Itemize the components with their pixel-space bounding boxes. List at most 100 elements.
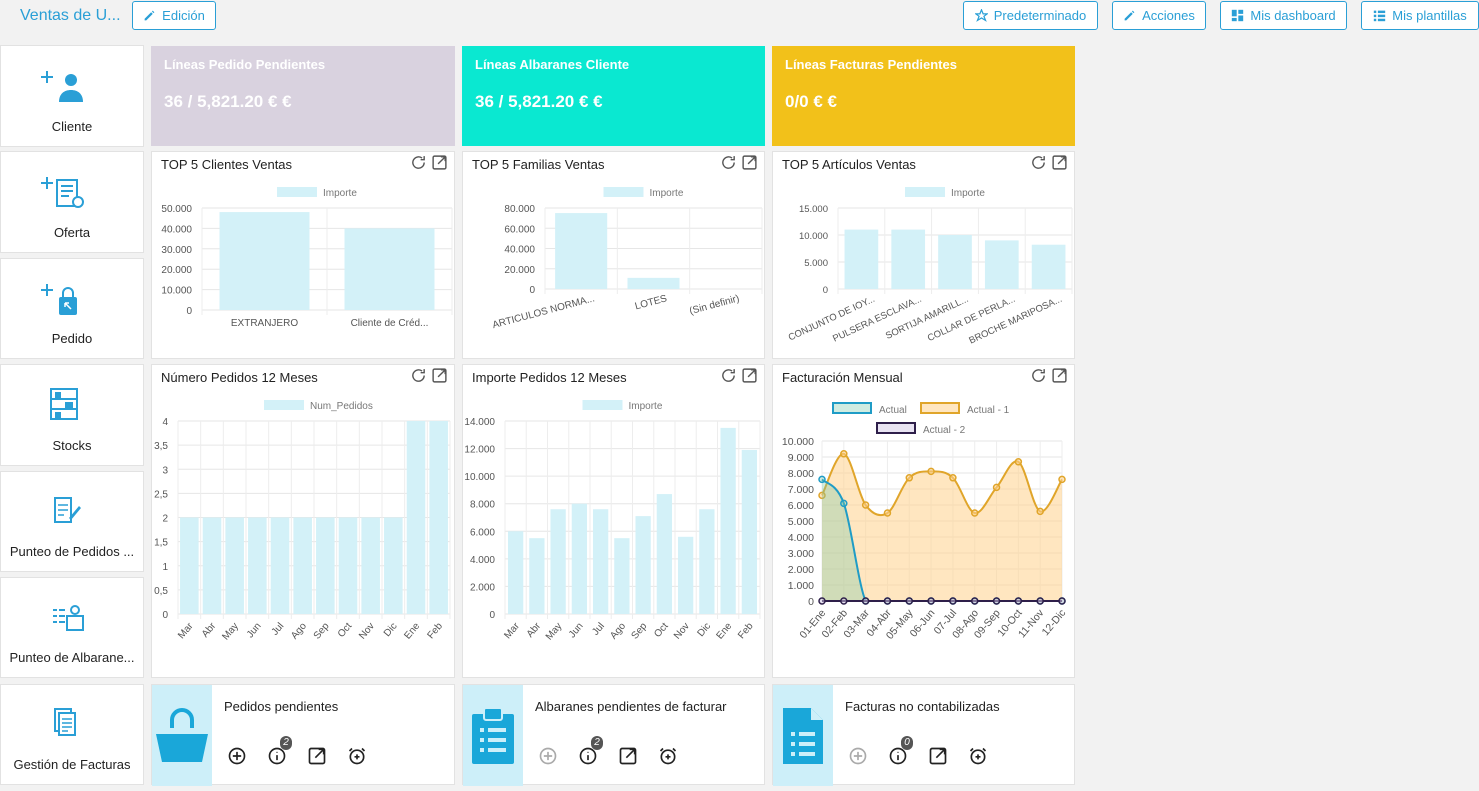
y-tick-label: 0 (186, 306, 192, 317)
tile-oferta[interactable]: Oferta (0, 151, 144, 253)
tile-punteo-albaranes[interactable]: Punteo de Albarane... (0, 577, 144, 678)
kpi-lineas-facturas[interactable]: Líneas Facturas Pendientes 0/0 € € (772, 46, 1075, 146)
my-dashboard-button[interactable]: Mis dashboard (1220, 1, 1347, 30)
refresh-icon[interactable] (1030, 154, 1047, 171)
y-tick-label: 3,5 (154, 441, 168, 452)
add-button[interactable] (538, 746, 558, 766)
chart-title: Número Pedidos 12 Meses (161, 370, 318, 385)
alarm-clock-icon (348, 747, 366, 765)
y-tick-label: 4.000 (470, 555, 495, 566)
legend-swatch (905, 187, 945, 197)
x-tick-label: Oct (336, 621, 355, 640)
open-external-icon[interactable] (431, 154, 448, 171)
bar (741, 449, 758, 614)
tile-punteo-pedidos[interactable]: Punteo de Pedidos ... (0, 471, 144, 572)
series-area (822, 479, 1062, 601)
add-button[interactable] (227, 746, 247, 766)
data-point (1014, 597, 1023, 605)
count-badge: 2 (591, 736, 603, 750)
data-point (1014, 458, 1023, 466)
default-button[interactable]: Predeterminado (963, 1, 1098, 30)
legend-swatch (920, 402, 960, 414)
data-point (949, 597, 957, 605)
y-tick-label: 1,5 (154, 538, 168, 549)
card-albaranes-pendientes[interactable]: Albaranes pendientes de facturar 2 (462, 684, 765, 786)
x-tick-label: Nov (672, 621, 692, 642)
x-tick-label: Abr (525, 620, 544, 640)
card-pedidos-pendientes[interactable]: Pedidos pendientes 2 (151, 684, 455, 786)
legend-swatch (876, 422, 916, 434)
tile-gestion-facturas[interactable]: Gestión de Facturas (0, 684, 144, 785)
y-tick-label: 1.000 (788, 580, 814, 592)
delivery-checklist-icon (53, 605, 84, 631)
bar (248, 517, 267, 614)
legend-label: Importe (629, 401, 663, 412)
open-external-icon[interactable] (741, 154, 758, 171)
y-tick-label: 0 (162, 610, 168, 621)
open-external-icon[interactable] (431, 367, 448, 384)
bar (406, 421, 426, 614)
dashboard-title[interactable]: Ventas de U... (20, 7, 121, 24)
kpi-lineas-pedido[interactable]: Líneas Pedido Pendientes 36 / 5,821.20 €… (151, 46, 455, 146)
open-button[interactable] (307, 746, 327, 766)
data-point (949, 474, 957, 482)
x-tick-label: Mar (176, 620, 196, 641)
x-tick-label: 12-Dic (1040, 607, 1069, 638)
chart-card-clientes: TOP 5 Clientes Ventas Importe 0 10.000 20.0… (151, 151, 455, 359)
chart-title: TOP 5 Clientes Ventas (161, 157, 293, 172)
my-templates-button[interactable]: Mis plantillas (1361, 1, 1479, 30)
kpi-lineas-albaranes[interactable]: Líneas Albaranes Cliente 36 / 5,821.20 €… (462, 46, 765, 146)
info-button[interactable]: 2 (267, 736, 292, 766)
card-title: Facturas no contabilizadas (845, 699, 1000, 714)
refresh-icon[interactable] (1030, 367, 1047, 384)
bar (592, 509, 609, 614)
tile-label: Gestión de Facturas (13, 757, 131, 772)
legend-swatch (582, 400, 623, 410)
bar (384, 517, 403, 614)
x-tick-label: May (544, 621, 565, 643)
order-checklist-icon (54, 497, 81, 523)
refresh-icon[interactable] (410, 367, 427, 384)
chart-title: Facturación Mensual (782, 370, 903, 385)
tile-label: Punteo de Pedidos ... (9, 544, 135, 559)
open-external-icon[interactable] (1051, 367, 1068, 384)
y-tick-label: 8.000 (788, 468, 814, 480)
alarm-button[interactable] (968, 746, 988, 766)
open-external-icon[interactable] (1051, 154, 1068, 171)
edit-button[interactable]: Edición (132, 1, 216, 30)
actions-button[interactable]: Acciones (1112, 1, 1206, 30)
refresh-icon[interactable] (720, 154, 737, 171)
open-external-icon (619, 747, 637, 765)
data-point (905, 597, 914, 605)
data-point (927, 467, 935, 476)
tile-stocks[interactable]: Stocks (0, 364, 144, 466)
open-external-icon[interactable] (741, 367, 758, 384)
open-button[interactable] (618, 746, 638, 766)
x-tick-label: ARTICULOS NORMA... (491, 293, 596, 331)
x-tick-label: Ago (289, 621, 309, 642)
add-button[interactable] (848, 746, 868, 766)
count-badge: 2 (280, 736, 292, 750)
alarm-button[interactable] (658, 746, 678, 766)
info-button[interactable]: 2 (578, 736, 603, 766)
info-icon (889, 747, 907, 765)
info-button[interactable]: 0 (888, 736, 913, 766)
card-facturas-no-contabilizadas[interactable]: Facturas no contabilizadas 0 (772, 684, 1075, 786)
bar (293, 517, 312, 614)
y-tick-label: 12.000 (464, 445, 495, 456)
x-tick-label: LOTES (634, 293, 669, 312)
info-icon (268, 747, 286, 765)
y-tick-label: 50.000 (161, 204, 192, 215)
plus-circle-icon (539, 747, 557, 765)
tile-cliente[interactable]: Cliente (0, 45, 144, 147)
tile-pedido[interactable]: Pedido (0, 258, 144, 359)
top-bar: Ventas de U... Edición Predeterminado Ac… (0, 0, 1479, 34)
refresh-icon[interactable] (720, 367, 737, 384)
refresh-icon[interactable] (410, 154, 427, 171)
tile-label: Stocks (52, 438, 92, 453)
y-tick-label: 40.000 (161, 224, 192, 235)
open-button[interactable] (928, 746, 948, 766)
chart-card-num-pedidos: Número Pedidos 12 Meses Num_Pedidos 0 0,5 1… (151, 364, 455, 678)
kpi-value: 36 / 5,821.20 € € (164, 92, 292, 111)
alarm-button[interactable] (347, 746, 367, 766)
